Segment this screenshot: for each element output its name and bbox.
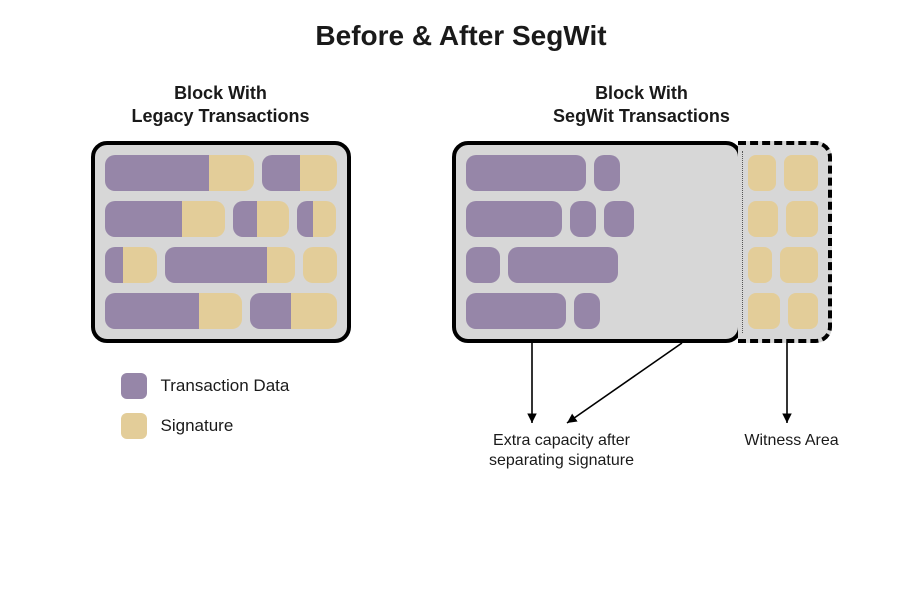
tx-data-segment (466, 293, 566, 329)
transaction (233, 201, 289, 237)
tx-data-segment (105, 155, 209, 191)
tx-data-segment (297, 201, 313, 237)
annot-extra-capacity: Extra capacity after separating signatur… (462, 431, 662, 471)
witness-sig-segment (748, 155, 776, 191)
transaction (262, 155, 336, 191)
witness-sig-segment (784, 155, 818, 191)
tx-data-segment (250, 293, 291, 329)
witness-area (738, 141, 832, 343)
legend: Transaction Data Signature (91, 373, 290, 439)
tx-data-segment (594, 155, 620, 191)
tx-data-segment (105, 293, 199, 329)
transaction (297, 201, 337, 237)
tx-sig-segment (257, 201, 289, 237)
block-row (466, 247, 728, 283)
transaction (105, 201, 226, 237)
witness-sig-segment (788, 293, 818, 329)
tx-data-segment (466, 201, 562, 237)
tx-data-segment (570, 201, 596, 237)
tx-sig-segment (300, 155, 336, 191)
segwit-column: Block With SegWit Transactions (452, 82, 832, 503)
annot-witness-area: Witness Area (722, 431, 862, 451)
page-title: Before & After SegWit (0, 0, 922, 82)
tx-sig-segment (291, 293, 336, 329)
witness-sig-segment (748, 293, 780, 329)
transaction (303, 247, 337, 283)
tx-sig-segment (267, 247, 295, 283)
tx-sig-segment (303, 247, 337, 283)
tx-data-segment (165, 247, 267, 283)
segwit-title: Block With SegWit Transactions (553, 82, 730, 129)
swatch-sig (121, 413, 147, 439)
witness-row (748, 201, 818, 237)
tx-data-segment (508, 247, 618, 283)
block-row (105, 293, 337, 329)
legend-label-data: Transaction Data (161, 376, 290, 396)
tx-data-segment (105, 201, 182, 237)
block-row (466, 201, 728, 237)
segwit-block (452, 141, 742, 343)
tx-sig-segment (313, 201, 336, 237)
witness-row (748, 293, 818, 329)
witness-sig-segment (748, 201, 778, 237)
block-row (466, 155, 728, 191)
tx-sig-segment (182, 201, 225, 237)
segwit-block-wrap (452, 141, 832, 343)
tx-data-segment (466, 247, 500, 283)
tx-data-segment (604, 201, 634, 237)
transaction (105, 155, 255, 191)
witness-row (748, 247, 818, 283)
block-row (105, 201, 337, 237)
witness-sig-segment (786, 201, 818, 237)
tx-sig-segment (209, 155, 255, 191)
witness-divider (742, 151, 743, 333)
legend-item-sig: Signature (121, 413, 290, 439)
tx-data-segment (105, 247, 124, 283)
block-row (105, 247, 337, 283)
legacy-column: Block With Legacy Transactions Transacti… (91, 82, 351, 503)
transaction (105, 247, 157, 283)
transaction (250, 293, 337, 329)
tx-sig-segment (199, 293, 242, 329)
block-row (105, 155, 337, 191)
tx-data-segment (574, 293, 600, 329)
columns: Block With Legacy Transactions Transacti… (0, 82, 922, 503)
transaction (165, 247, 295, 283)
tx-data-segment (262, 155, 300, 191)
tx-sig-segment (123, 247, 157, 283)
legacy-block (91, 141, 351, 343)
transaction (105, 293, 242, 329)
witness-sig-segment (780, 247, 818, 283)
legend-label-sig: Signature (161, 416, 234, 436)
legacy-title: Block With Legacy Transactions (131, 82, 309, 129)
block-row (466, 293, 728, 329)
annotations: Extra capacity after separating signatur… (452, 343, 832, 503)
witness-sig-segment (748, 247, 772, 283)
tx-data-segment (233, 201, 256, 237)
witness-row (748, 155, 818, 191)
legend-item-data: Transaction Data (121, 373, 290, 399)
swatch-data (121, 373, 147, 399)
tx-data-segment (466, 155, 586, 191)
